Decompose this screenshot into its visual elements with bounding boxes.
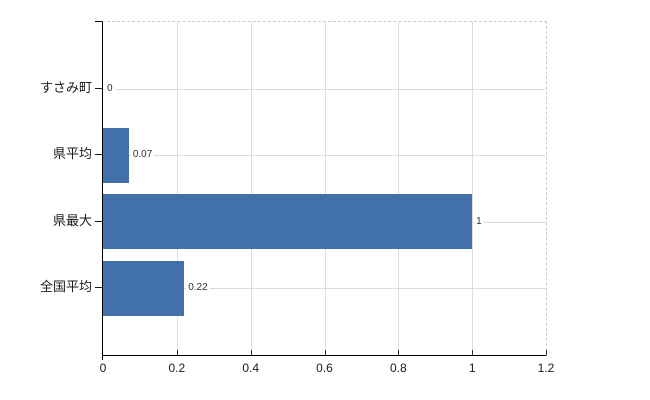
x-axis-tick [398, 350, 400, 355]
y-axis-top-tick [95, 21, 102, 22]
y-axis-tick [95, 87, 102, 89]
x-axis-label: 1.2 [537, 361, 555, 375]
v-gridline [398, 22, 400, 355]
y-axis-tick [95, 154, 102, 156]
plot-area: 0 0.07 1 0.22 [102, 21, 547, 356]
x-axis-zero-tick [102, 356, 103, 360]
bar[interactable] [103, 194, 473, 250]
bar-value-label: 0.07 [130, 149, 155, 162]
x-axis-label: 0.2 [168, 361, 186, 375]
x-axis-tick [546, 350, 547, 355]
bar-value-label: 1 [474, 215, 484, 228]
category-label: 県最大 [52, 213, 92, 228]
v-gridline [472, 22, 474, 355]
category-label: 全国平均 [39, 279, 92, 295]
bar-value-label: 0 [105, 82, 115, 95]
x-axis-label: 1 [468, 361, 476, 375]
x-axis-label: 0 [99, 361, 107, 375]
y-axis-tick [95, 220, 102, 222]
v-gridline [324, 22, 326, 355]
bar[interactable] [103, 260, 185, 316]
category-label: 県平均 [52, 146, 92, 162]
h-gridline [103, 155, 546, 157]
h-gridline [103, 88, 546, 90]
bar[interactable] [103, 127, 129, 183]
x-axis-label: 0.8 [389, 361, 407, 375]
x-axis-label: 0.4 [242, 361, 259, 375]
h-gridline [103, 288, 546, 290]
x-axis-tick [472, 350, 474, 355]
v-gridline [176, 22, 178, 355]
x-axis-tick [176, 350, 178, 355]
bar-value-label: 0.22 [186, 282, 210, 295]
category-label: すさみ町 [39, 79, 92, 95]
y-axis-tick [95, 287, 102, 289]
v-gridline [250, 22, 252, 355]
x-axis-label: 0.6 [316, 361, 333, 375]
x-axis-tick [324, 350, 326, 355]
x-axis-tick [250, 350, 252, 355]
